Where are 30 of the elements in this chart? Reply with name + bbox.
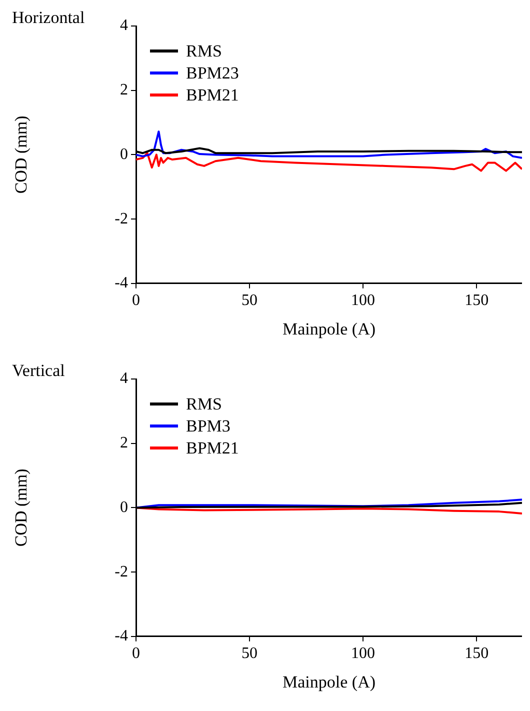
x-tick-label: 150 <box>464 645 489 662</box>
y-tick-label: -4 <box>114 628 128 645</box>
legend-label: RMS <box>186 41 222 60</box>
y-tick-label: -2 <box>114 210 128 228</box>
chart-title: Vertical <box>12 361 65 381</box>
y-tick-label: 0 <box>120 146 128 163</box>
x-axis-title: Mainpole (A) <box>282 672 376 692</box>
x-tick-label: 100 <box>351 645 376 662</box>
legend-label: BPM23 <box>186 63 239 82</box>
y-tick-label: 4 <box>120 17 128 34</box>
y-tick-label: -4 <box>114 274 128 292</box>
x-tick-label: 0 <box>132 645 140 662</box>
legend-label: RMS <box>186 394 222 414</box>
y-tick-label: 4 <box>120 370 128 388</box>
x-tick-label: 150 <box>464 292 489 310</box>
y-tick-label: -2 <box>114 563 128 580</box>
x-tick-label: 0 <box>132 292 140 310</box>
x-tick-label: 50 <box>242 645 258 662</box>
y-axis-title: COD (mm) <box>12 468 31 547</box>
x-axis-title: Mainpole (A) <box>282 319 376 338</box>
y-tick-label: 2 <box>120 434 128 452</box>
y-tick-label: 0 <box>120 498 128 516</box>
chart-title: Horizontal <box>12 8 85 28</box>
y-axis-title: COD (mm) <box>12 116 31 194</box>
x-tick-label: 100 <box>351 292 376 310</box>
legend-label: BPM21 <box>186 85 239 104</box>
x-tick-label: 50 <box>242 292 258 310</box>
legend-label: BPM21 <box>186 438 239 458</box>
y-tick-label: 2 <box>120 82 128 99</box>
legend-label: BPM3 <box>186 416 230 436</box>
